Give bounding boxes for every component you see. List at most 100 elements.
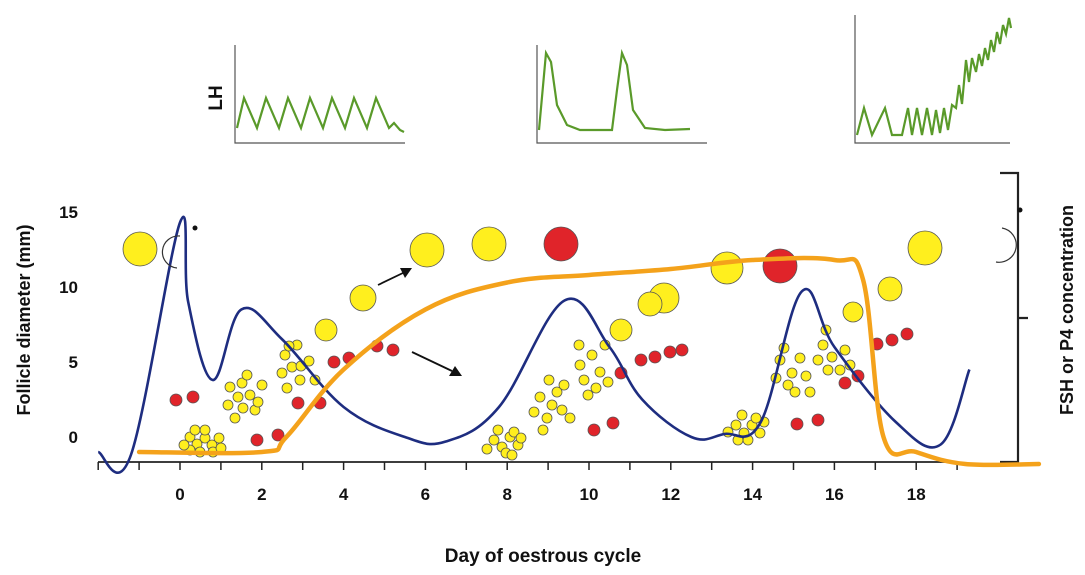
small-follicle [229, 412, 241, 424]
small-follicle [213, 432, 225, 444]
small-follicle [730, 419, 742, 431]
x-tick-label: 4 [339, 485, 349, 504]
small-follicle [736, 409, 748, 421]
small-follicle [804, 386, 816, 398]
lh-panel-2-axes [536, 45, 707, 144]
atretic-follicle [186, 390, 200, 404]
secondary-axis [1000, 171, 1028, 464]
atretic-follicle [250, 433, 264, 447]
atretic-follicle [634, 353, 648, 367]
atretic-follicle [663, 345, 677, 359]
small-follicle [232, 391, 244, 403]
small-follicle [786, 367, 798, 379]
small-follicle [586, 349, 598, 361]
lh-panel-3-trace [855, 17, 1013, 139]
small-follicle [754, 427, 766, 439]
atretic-follicle [648, 350, 662, 364]
small-follicle [199, 424, 211, 436]
small-follicle [508, 426, 520, 438]
atretic-follicle [169, 393, 183, 407]
small-follicle [286, 361, 298, 373]
lh-panel-3 [854, 15, 1013, 144]
y-ticks: 0 5 10 15 [59, 203, 78, 447]
x-tick-label: 0 [175, 485, 184, 504]
fsh-p4-curve [136, 255, 1042, 468]
small-follicle [558, 379, 570, 391]
main-axes: 0 2 4 6 8 10 12 14 16 18 0 5 10 15 Day of oestrous c… [14, 171, 1077, 567]
small-follicle [236, 377, 248, 389]
x-tick-label: 10 [580, 485, 599, 504]
small-follicle [178, 439, 190, 451]
small-follicle [237, 402, 249, 414]
small-follicle [506, 449, 518, 461]
small-follicle [241, 369, 253, 381]
atretic-follicle [790, 417, 804, 431]
growing-follicle [609, 318, 633, 342]
x-axis-title: Day of oestrous cycle [445, 546, 641, 567]
small-follicle [822, 364, 834, 376]
x-tick-label: 14 [743, 485, 762, 504]
large-follicle [349, 284, 377, 312]
small-follicle [537, 424, 549, 436]
small-follicle [546, 399, 558, 411]
small-follicle [551, 386, 563, 398]
large-follicle [907, 230, 943, 266]
small-follicle [488, 434, 500, 446]
small-follicle [541, 412, 553, 424]
atresia-arrow [411, 351, 462, 376]
small-follicle [303, 355, 315, 367]
atretic-follicle [838, 376, 852, 390]
atretic-follicle [885, 333, 899, 347]
lh-axis-label: LH [206, 85, 227, 110]
atretic-follicle [271, 428, 285, 442]
growing-follicle [842, 301, 864, 323]
lh-panel-1-trace [235, 94, 405, 133]
small-follicle [256, 379, 268, 391]
x-tick-label: 16 [825, 485, 844, 504]
small-follicle [800, 370, 812, 382]
small-follicle [222, 399, 234, 411]
atretic-follicle [327, 355, 341, 369]
growth-arrow [377, 268, 412, 286]
small-follicle [602, 376, 614, 388]
small-follicle [279, 349, 291, 361]
small-follicle [573, 339, 585, 351]
small-follicle [515, 432, 527, 444]
small-follicle [528, 406, 540, 418]
x-tick-label: 2 [257, 485, 266, 504]
x-tick-label: 18 [907, 485, 926, 504]
corpus-luteum [543, 226, 579, 262]
small-follicle [574, 359, 586, 371]
growing-follicle [314, 318, 338, 342]
atretic-follicle [291, 396, 305, 410]
small-follicle [564, 412, 576, 424]
small-follicle [834, 364, 846, 376]
x-ticks: 0 2 4 6 8 10 12 14 16 18 [97, 462, 958, 504]
large-follicle [409, 232, 445, 268]
small-follicle [594, 366, 606, 378]
small-follicle [294, 374, 306, 386]
small-follicle [789, 386, 801, 398]
small-follicle [252, 396, 264, 408]
lh-panel-2-trace [537, 48, 691, 132]
lh-panel-1-axes [234, 45, 405, 144]
atretic-follicle [900, 327, 914, 341]
small-follicle [481, 443, 493, 455]
growing-follicle [877, 276, 903, 302]
lh-panel-3-axes [854, 15, 1010, 144]
small-follicle [578, 374, 590, 386]
small-follicle [839, 344, 851, 356]
ovulation-symbol-right [995, 207, 1023, 263]
small-follicle [244, 389, 256, 401]
y-axis-title: Follicle diameter (mm) [14, 224, 34, 415]
x-tick-label: 12 [661, 485, 680, 504]
growing-follicle [637, 291, 663, 317]
small-follicle [582, 389, 594, 401]
atretic-follicle [675, 343, 689, 357]
small-follicle [224, 381, 236, 393]
small-follicle [750, 412, 762, 424]
x-tick-label: 6 [421, 485, 430, 504]
small-follicle [309, 374, 321, 386]
small-follicle [534, 391, 546, 403]
